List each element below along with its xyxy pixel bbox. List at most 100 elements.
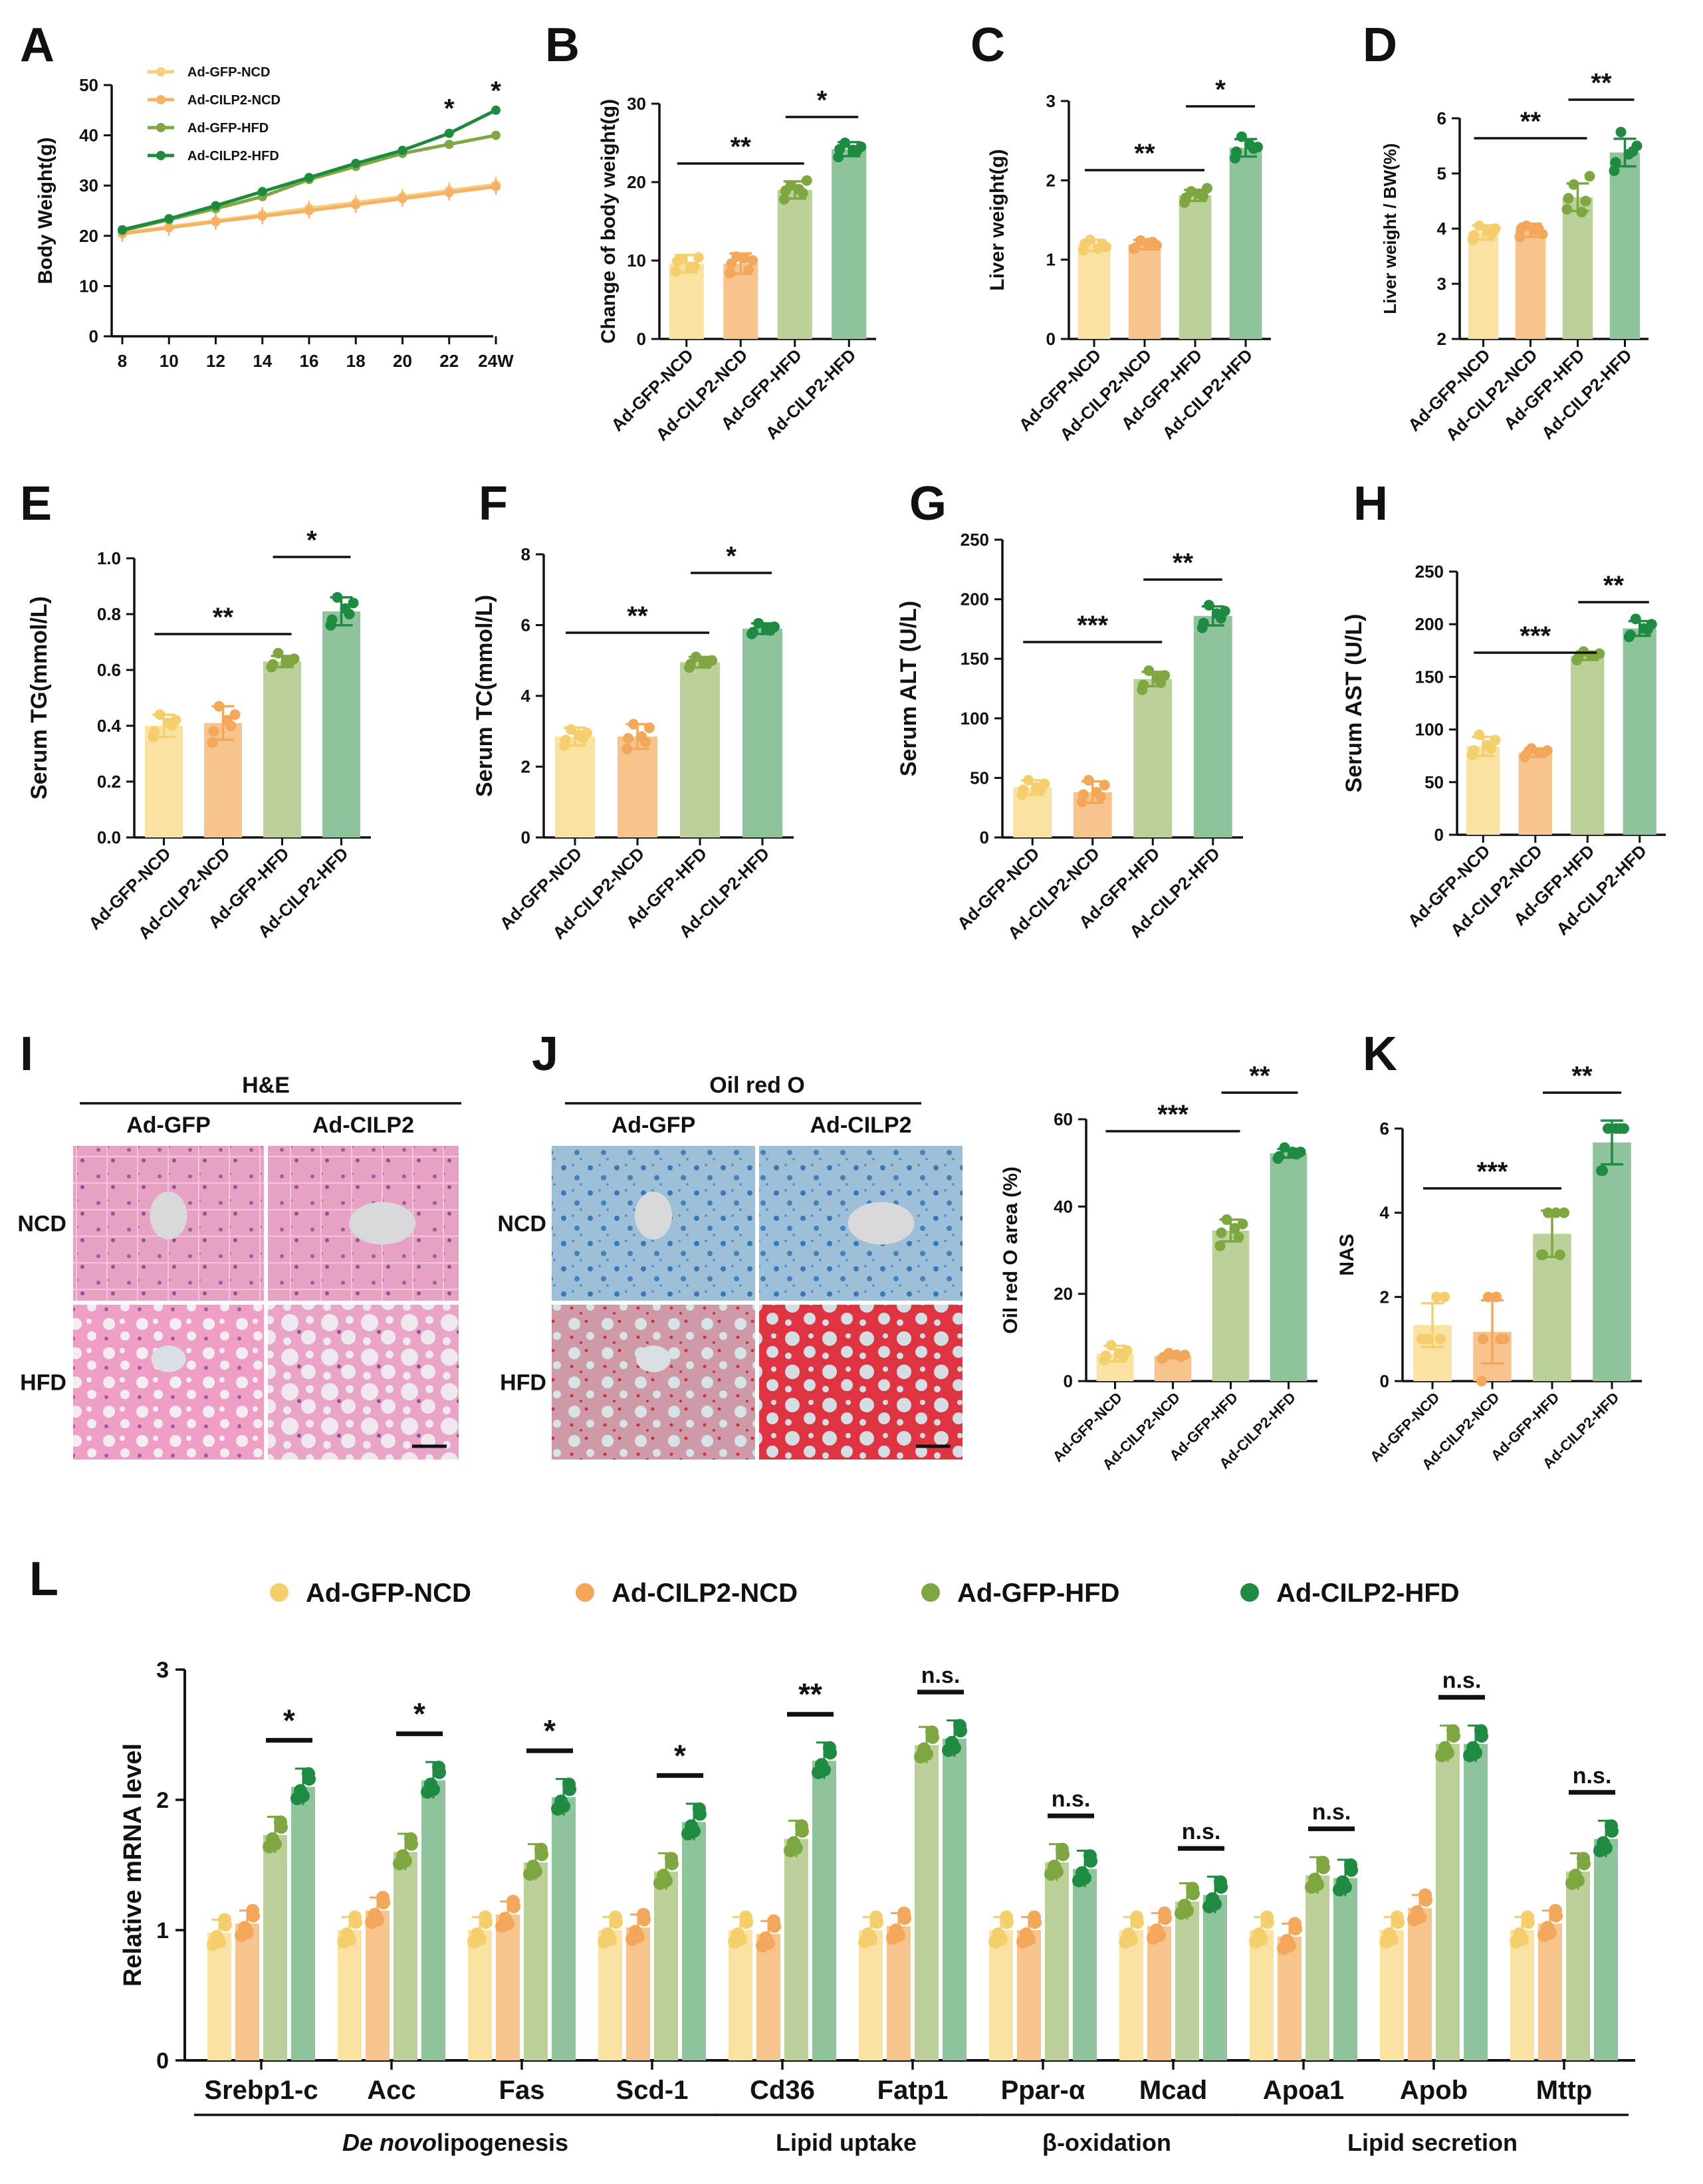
y-tick-label: 30 (627, 94, 646, 114)
data-point (1435, 1333, 1446, 1345)
data-point (1603, 1123, 1613, 1134)
data-point (1609, 165, 1620, 176)
data-point (1121, 1345, 1133, 1357)
data-point (1105, 1340, 1117, 1351)
significance-mark: * (491, 76, 501, 106)
data-point (288, 653, 300, 665)
data-point (427, 1783, 440, 1797)
bar-Ad-CILP2-HFD (1229, 148, 1262, 339)
data-point (1339, 1880, 1352, 1894)
micrograph-HFD-Ad-CILP2 (268, 1305, 459, 1460)
data-point (1474, 1724, 1488, 1738)
y-tick-label: 0 (1064, 1371, 1073, 1391)
data-point (162, 717, 173, 728)
bar-Fatp1-Ad-CILP2-HFD (943, 1738, 966, 2060)
legend-label: Ad-CILP2-HFD (1276, 1579, 1460, 1608)
micrograph-HFD-Ad-GFP (552, 1305, 755, 1460)
data-point (1216, 1227, 1227, 1238)
significance-mark: ** (1173, 548, 1194, 578)
data-point (1000, 1910, 1013, 1924)
legend-marker (156, 67, 166, 76)
data-point (739, 1910, 752, 1924)
bar-Apob-Ad-GFP-NCD (1380, 1930, 1404, 2060)
y-tick-label: 200 (1415, 614, 1444, 634)
central-vein (636, 1345, 671, 1372)
data-point (1113, 1347, 1125, 1359)
data-point (1181, 192, 1191, 203)
y-tick-label: 0 (1434, 825, 1444, 845)
significance-mark: *** (1477, 1157, 1508, 1186)
y-tick-label: 0 (521, 827, 530, 847)
data-point (326, 614, 338, 625)
data-point (1078, 1871, 1091, 1885)
bar-Mttp-Ad-CILP2-HFD (1594, 1838, 1618, 2060)
data-point (869, 1910, 883, 1924)
bar-Ad-CILP2-HFD (1270, 1153, 1307, 1381)
y-tick-label: 0 (89, 326, 98, 346)
data-point (1244, 139, 1255, 150)
significance-mark: *** (1077, 611, 1108, 640)
bar-Ad-GFP-HFD (777, 189, 812, 339)
data-point (574, 729, 584, 740)
y-axis-label: Serum AST (U/L) (1341, 614, 1367, 793)
bar-Srebp1-c-Ad-CILP2-NCD (235, 1923, 259, 2060)
x-tick-label: 20 (393, 351, 412, 371)
data-point (1078, 789, 1089, 800)
category-group-label-text: β-oxidation (1042, 2129, 1171, 2156)
y-tick-label: 1 (1046, 250, 1056, 270)
data-point (1344, 1858, 1357, 1872)
data-point (1031, 782, 1042, 793)
bar-Apoa1-Ad-GFP-HFD (1306, 1875, 1329, 2060)
bar-Cd36-Ad-CILP2-HFD (812, 1761, 836, 2060)
bar-Fatp1-Ad-CILP2-NCD (887, 1926, 911, 2060)
data-point (1577, 1852, 1590, 1866)
x-tick-label: Ad-CILP2-NCD (652, 345, 752, 445)
x-tick-label: Cd36 (750, 2076, 815, 2105)
data-point (1630, 613, 1641, 625)
data-point (1018, 784, 1029, 796)
category-group-label-italic: De novo (342, 2129, 437, 2156)
data-point (1130, 242, 1141, 253)
bar-Acc-Ad-CILP2-HFD (421, 1780, 445, 2060)
legend-label: Ad-GFP-NCD (306, 1579, 471, 1608)
legend-marker (576, 1583, 594, 1602)
data-point (1385, 1932, 1399, 1946)
data-point (1056, 1842, 1069, 1856)
x-tick-label: 16 (300, 351, 319, 371)
data-point (1419, 1888, 1432, 1902)
data-point (1625, 629, 1636, 641)
data-point (762, 1936, 775, 1950)
data-point (1482, 226, 1493, 237)
data-point (1179, 1349, 1191, 1361)
bar-Ppar-α-Ad-GFP-NCD (989, 1930, 1013, 2060)
data-point (1252, 142, 1263, 153)
significance-mark: * (544, 1713, 556, 1748)
data-point (1316, 1856, 1329, 1870)
data-point (348, 1910, 362, 1924)
data-point (1610, 157, 1621, 168)
data-point (1537, 1250, 1548, 1260)
y-tick-label: 0.4 (97, 716, 122, 736)
data-point (1520, 749, 1532, 760)
data-point (1214, 1875, 1227, 1889)
row-label: NCD (17, 1212, 66, 1237)
data-point (1476, 1376, 1487, 1386)
data-point (1516, 223, 1527, 234)
y-tick-label: 20 (1054, 1284, 1073, 1304)
data-point (793, 183, 804, 195)
bar-Ad-GFP-NCD (1466, 746, 1500, 835)
x-tick-label: Apob (1400, 2076, 1468, 2105)
data-point (1468, 745, 1480, 756)
data-point (1559, 1207, 1569, 1218)
panel-letter-c: C (970, 19, 1005, 72)
data-point (1153, 1928, 1166, 1942)
bar-Fatp1-Ad-GFP-HFD (915, 1745, 939, 2060)
significance-mark: ** (213, 603, 234, 632)
data-point (170, 714, 181, 726)
legend-marker (156, 95, 166, 104)
data-point (748, 627, 758, 638)
y-tick-label: 50 (1424, 772, 1444, 792)
data-point (665, 1852, 678, 1866)
